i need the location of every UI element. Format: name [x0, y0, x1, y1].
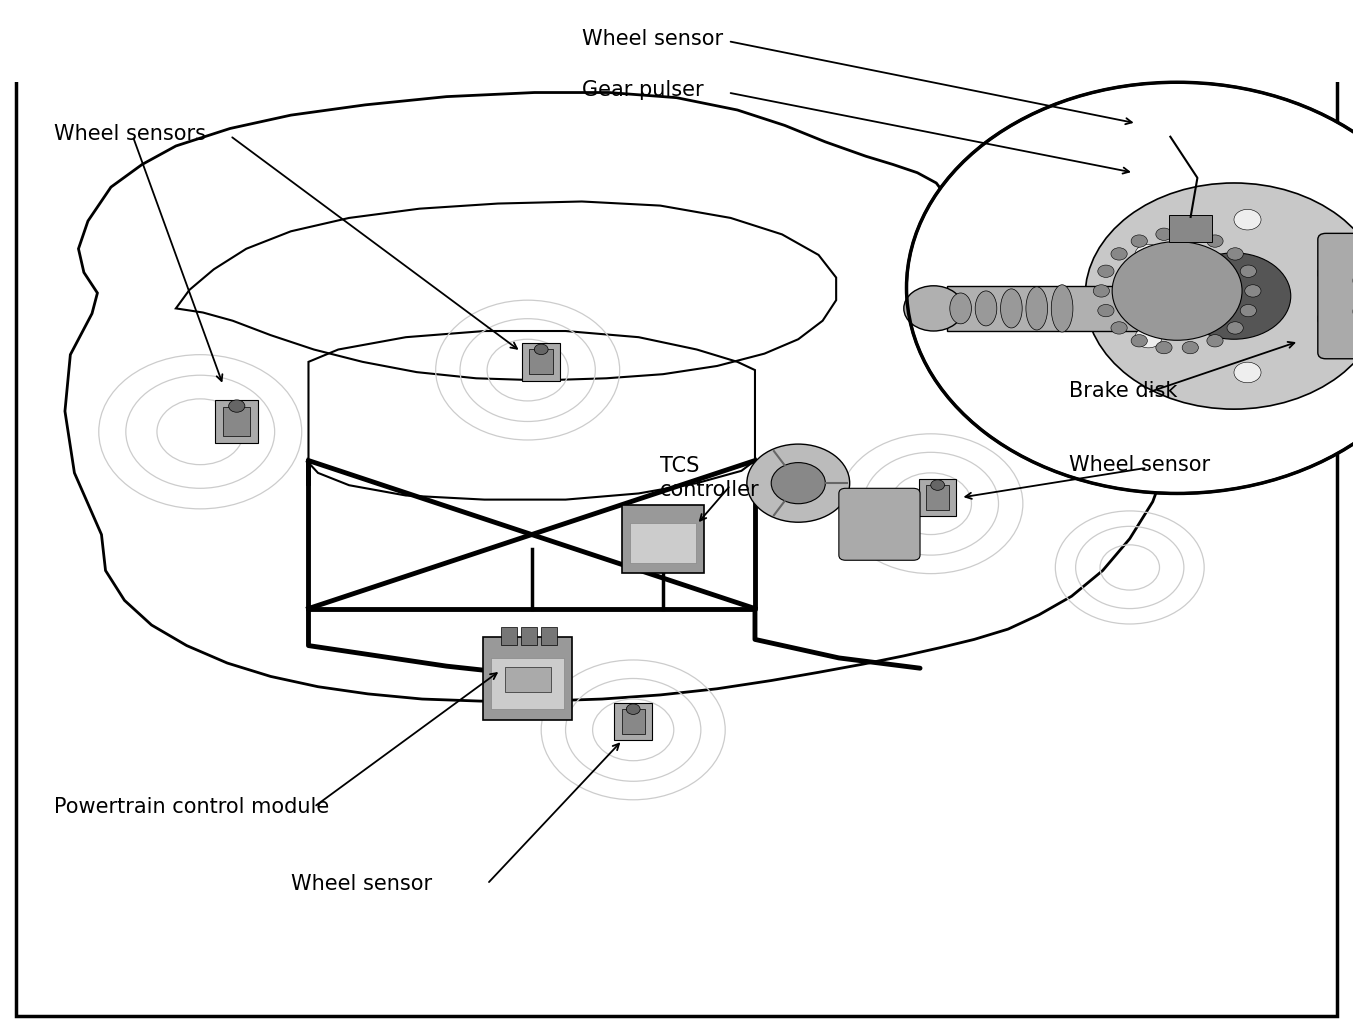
Text: TCS
controller: TCS controller	[660, 456, 760, 500]
FancyBboxPatch shape	[630, 523, 695, 563]
Circle shape	[1085, 183, 1353, 409]
Circle shape	[907, 82, 1353, 493]
Circle shape	[1131, 334, 1147, 346]
FancyBboxPatch shape	[529, 350, 553, 374]
Text: Powertrain control module: Powertrain control module	[54, 797, 329, 817]
Circle shape	[1155, 228, 1172, 241]
Text: Gear pulser: Gear pulser	[582, 80, 704, 101]
Polygon shape	[947, 286, 1160, 331]
Circle shape	[1207, 235, 1223, 248]
Circle shape	[229, 400, 245, 412]
Circle shape	[1241, 304, 1257, 317]
FancyBboxPatch shape	[483, 636, 572, 720]
FancyBboxPatch shape	[522, 343, 560, 380]
FancyBboxPatch shape	[614, 703, 652, 740]
FancyBboxPatch shape	[491, 658, 564, 709]
FancyBboxPatch shape	[501, 626, 517, 646]
Circle shape	[1135, 245, 1162, 265]
Circle shape	[931, 480, 944, 490]
Circle shape	[1227, 322, 1243, 334]
Circle shape	[1097, 304, 1114, 317]
Ellipse shape	[1026, 287, 1047, 330]
Circle shape	[1135, 327, 1162, 347]
FancyBboxPatch shape	[505, 667, 551, 692]
Circle shape	[1097, 265, 1114, 278]
Circle shape	[1131, 235, 1147, 248]
FancyBboxPatch shape	[1318, 233, 1353, 359]
Text: Wheel sensor: Wheel sensor	[582, 29, 723, 49]
Circle shape	[1111, 248, 1127, 260]
Text: Wheel sensor: Wheel sensor	[1069, 454, 1210, 475]
FancyBboxPatch shape	[521, 626, 537, 646]
Text: Wheel sensors: Wheel sensors	[54, 123, 206, 144]
Circle shape	[1241, 265, 1257, 278]
Circle shape	[747, 444, 850, 522]
FancyBboxPatch shape	[919, 479, 957, 516]
Circle shape	[904, 286, 963, 331]
Circle shape	[1155, 341, 1172, 354]
Circle shape	[1093, 285, 1109, 297]
Circle shape	[1318, 308, 1345, 329]
FancyBboxPatch shape	[621, 709, 645, 734]
Ellipse shape	[976, 291, 997, 326]
Circle shape	[626, 704, 640, 714]
Ellipse shape	[1001, 289, 1023, 328]
FancyBboxPatch shape	[215, 400, 258, 443]
Text: Wheel sensor: Wheel sensor	[291, 874, 432, 894]
Circle shape	[771, 463, 825, 504]
Ellipse shape	[950, 293, 971, 324]
Circle shape	[1234, 362, 1261, 382]
FancyBboxPatch shape	[925, 485, 950, 510]
Circle shape	[1245, 285, 1261, 297]
FancyBboxPatch shape	[541, 626, 557, 646]
FancyBboxPatch shape	[223, 407, 250, 436]
Circle shape	[534, 344, 548, 355]
Circle shape	[1207, 334, 1223, 346]
Circle shape	[1234, 210, 1261, 230]
Circle shape	[1111, 322, 1127, 334]
Circle shape	[1183, 228, 1199, 241]
Circle shape	[1177, 253, 1291, 339]
Text: Brake disk: Brake disk	[1069, 380, 1177, 401]
FancyBboxPatch shape	[621, 505, 704, 573]
FancyBboxPatch shape	[839, 488, 920, 560]
FancyBboxPatch shape	[1169, 215, 1212, 242]
Circle shape	[1183, 341, 1199, 354]
Ellipse shape	[1051, 285, 1073, 332]
Circle shape	[1112, 242, 1242, 340]
Bar	[0, 0, 1353, 82]
Circle shape	[1227, 248, 1243, 260]
Circle shape	[1318, 263, 1345, 284]
